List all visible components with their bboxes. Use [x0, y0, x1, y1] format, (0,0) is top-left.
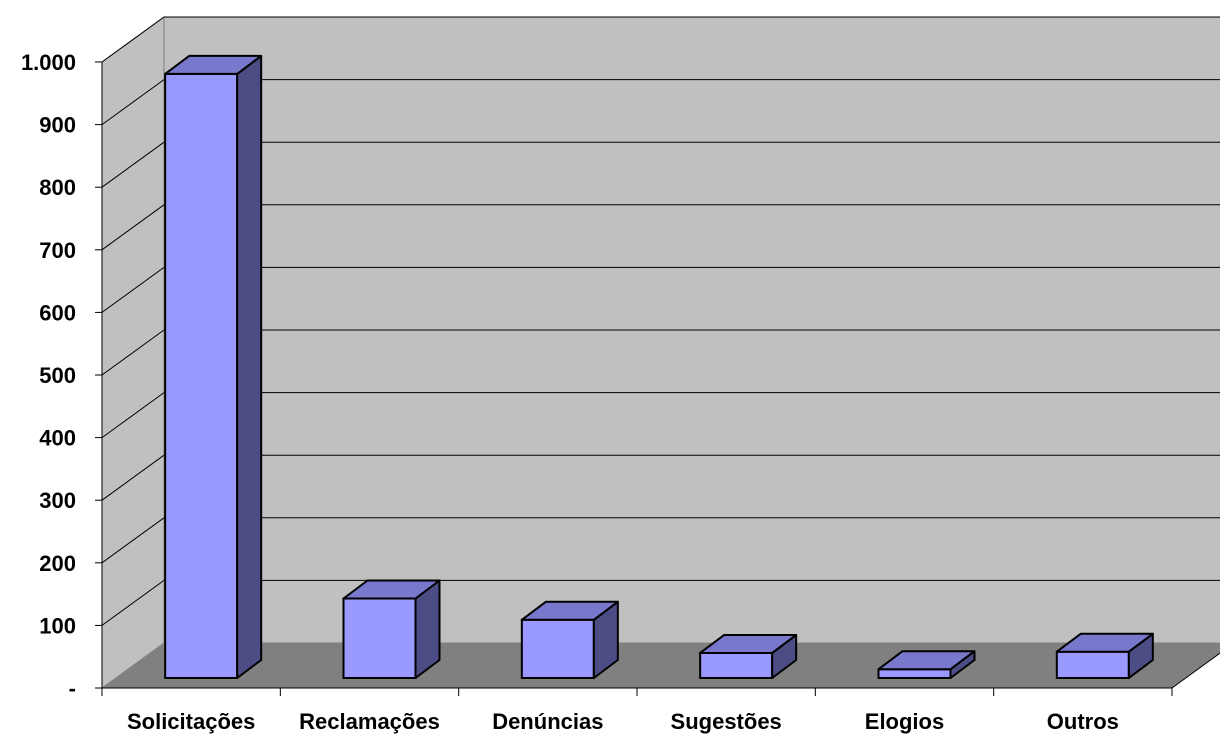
gridline-side — [101, 16, 165, 63]
gridlines — [101, 16, 1220, 626]
y-tick-label: 700 — [39, 238, 76, 263]
gridline-side — [101, 266, 165, 313]
chart-walls — [101, 16, 1220, 689]
gridline-side — [101, 454, 165, 501]
bar-top — [342, 579, 441, 600]
x-tick-label: Outros — [1047, 709, 1119, 734]
gridline-side — [101, 579, 165, 626]
bar-front — [342, 597, 417, 679]
bar-top — [520, 600, 619, 621]
y-tick-label: 100 — [39, 613, 76, 638]
x-tick-label: Denúncias — [492, 709, 603, 734]
bar-sugestões — [699, 633, 798, 680]
y-tick-label: 900 — [39, 113, 76, 138]
bar-side — [236, 54, 263, 679]
y-tick-label: - — [69, 676, 76, 701]
bar-front — [520, 618, 595, 679]
bar-denúncias — [520, 600, 619, 679]
y-tick-label: 1.000 — [21, 50, 76, 75]
bar-top — [877, 650, 976, 671]
bar-top — [1055, 632, 1154, 653]
bar-front — [1055, 650, 1130, 680]
chart-floor — [102, 643, 1220, 689]
x-tick-label: Solicitações — [127, 709, 255, 734]
bars — [164, 54, 1154, 680]
x-tick-label: Elogios — [865, 709, 944, 734]
bar-solicitações — [164, 54, 263, 680]
bar-front — [877, 668, 952, 680]
x-tick-label: Sugestões — [671, 709, 782, 734]
y-tick-label: 600 — [39, 300, 76, 325]
gridline-side — [101, 517, 165, 564]
gridline-side — [101, 141, 165, 188]
floor-right-edge — [1171, 652, 1220, 689]
y-tick-label: 800 — [39, 175, 76, 200]
y-tick-label: 200 — [39, 551, 76, 576]
y-tick-label: 300 — [39, 488, 76, 513]
y-tick-labels: - 100 200 300 400 500 600 700 800 900 1.000 — [21, 50, 76, 701]
bar-reclamações — [342, 579, 441, 679]
x-tick-labels: Solicitações Reclamações Denúncias Sugestõe… — [127, 709, 1119, 734]
y-tick-label: 400 — [39, 426, 76, 451]
gridline-side — [101, 79, 165, 126]
bar-front — [164, 72, 239, 680]
x-tick-label: Reclamações — [299, 709, 440, 734]
bar-outros — [1055, 632, 1154, 680]
bar-front — [699, 651, 774, 680]
y-tick-label: 500 — [39, 363, 76, 388]
bar-top — [699, 633, 798, 654]
gridline-side — [101, 392, 165, 439]
floor — [102, 643, 1220, 688]
gridline-side — [101, 204, 165, 251]
gridline-side — [101, 329, 165, 376]
bar-elogios — [877, 650, 976, 680]
axes — [95, 61, 1173, 696]
bar-top — [164, 54, 263, 75]
